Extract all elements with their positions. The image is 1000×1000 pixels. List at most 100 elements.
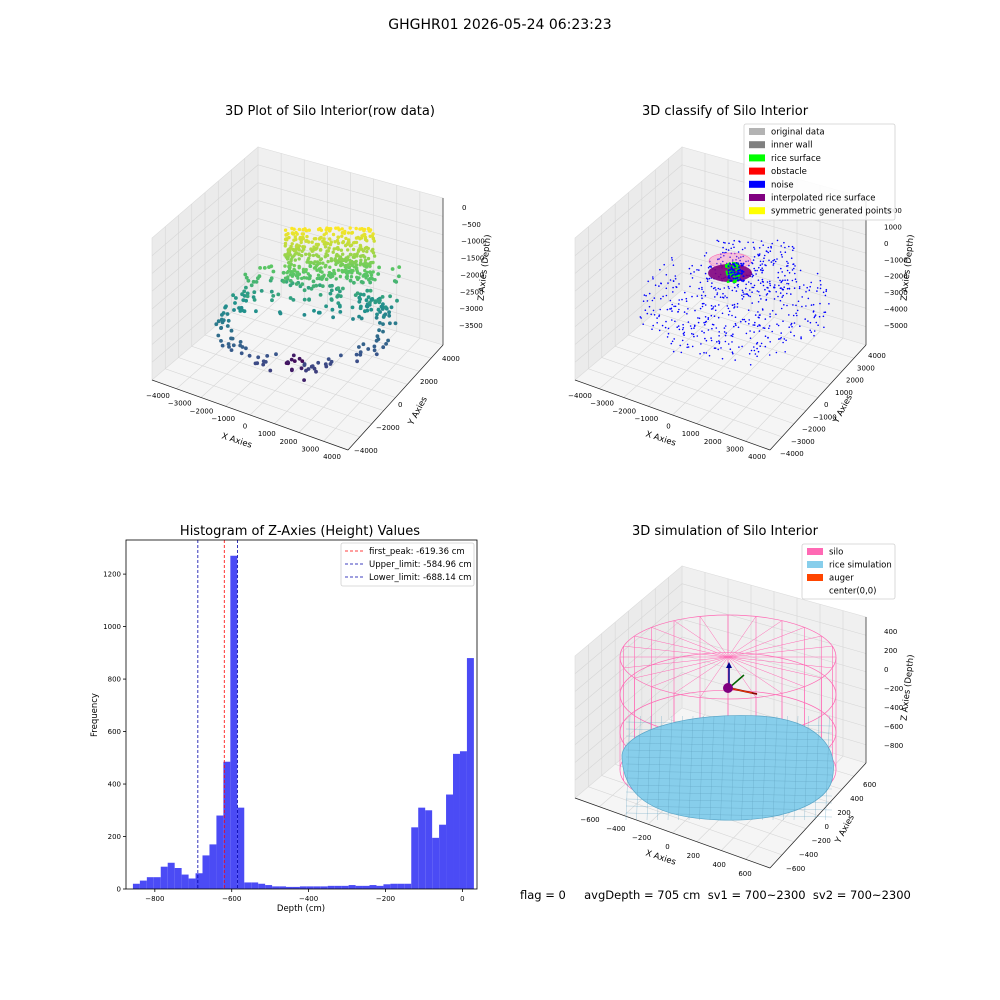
raw-point bbox=[256, 355, 261, 360]
raw-point bbox=[242, 294, 247, 298]
noise-point bbox=[798, 286, 801, 288]
noise-point bbox=[722, 246, 724, 249]
noise-point bbox=[739, 268, 741, 271]
raw-point bbox=[340, 227, 344, 231]
noise-point bbox=[696, 295, 699, 297]
raw-point bbox=[356, 249, 361, 253]
noise-point bbox=[708, 354, 711, 357]
noise-point bbox=[793, 322, 796, 324]
noise-point bbox=[759, 282, 762, 285]
raw-point bbox=[334, 254, 339, 258]
raw-point bbox=[331, 232, 336, 237]
legend-box bbox=[340, 542, 475, 587]
noise-point bbox=[728, 287, 730, 290]
raw-point bbox=[283, 276, 288, 280]
histogram-bar bbox=[362, 885, 370, 889]
raw-point bbox=[232, 308, 236, 312]
histogram-bar bbox=[355, 885, 363, 889]
noise-point bbox=[708, 277, 711, 280]
noise-point bbox=[783, 241, 785, 244]
rice-point bbox=[735, 269, 738, 272]
noise-point bbox=[753, 284, 756, 287]
noise-point bbox=[703, 351, 705, 354]
noise-point bbox=[678, 299, 680, 301]
raw-z-tick: −1500 bbox=[461, 255, 485, 263]
noise-point bbox=[766, 281, 769, 283]
raw-point bbox=[290, 274, 295, 278]
noise-point bbox=[671, 257, 673, 259]
silo-spoke bbox=[727, 635, 822, 658]
noise-point bbox=[753, 349, 756, 352]
grid-line bbox=[574, 271, 867, 363]
raw-point bbox=[338, 294, 343, 299]
raw-point bbox=[326, 357, 331, 361]
noise-point bbox=[750, 349, 753, 352]
noise-point bbox=[707, 318, 709, 321]
noise-point bbox=[699, 307, 702, 310]
noise-point bbox=[691, 345, 694, 348]
raw-point bbox=[274, 352, 278, 357]
raw-point bbox=[305, 234, 309, 239]
noise-point bbox=[701, 330, 703, 333]
noise-point bbox=[735, 273, 738, 276]
raw-point bbox=[372, 348, 377, 353]
noise-point bbox=[784, 251, 787, 253]
noise-point bbox=[780, 253, 783, 256]
raw-point bbox=[269, 289, 274, 294]
raw-point bbox=[371, 236, 376, 241]
noise-point bbox=[663, 263, 665, 266]
noise-point bbox=[716, 292, 719, 294]
noise-point bbox=[705, 252, 708, 254]
classify-x-tick: −4000 bbox=[568, 392, 592, 400]
rice-mesh bbox=[646, 715, 652, 821]
noise-point bbox=[682, 332, 685, 335]
grid-line bbox=[628, 192, 819, 398]
raw-point bbox=[312, 308, 316, 313]
noise-point bbox=[714, 305, 717, 307]
raw-point bbox=[299, 366, 304, 371]
noise-point bbox=[754, 353, 757, 355]
raw-point bbox=[333, 257, 337, 261]
noise-point bbox=[780, 245, 782, 247]
raw-point bbox=[348, 226, 352, 230]
raw-point bbox=[286, 255, 290, 259]
noise-point bbox=[704, 321, 707, 324]
histogram-bar bbox=[174, 868, 182, 889]
raw-point bbox=[371, 270, 375, 274]
raw-point bbox=[346, 231, 351, 235]
noise-point bbox=[753, 331, 755, 333]
noise-point bbox=[693, 271, 695, 273]
noise-point bbox=[763, 257, 765, 260]
noise-point bbox=[791, 279, 794, 282]
noise-point bbox=[710, 304, 713, 307]
simulation-z-tick: 200 bbox=[884, 647, 897, 655]
raw-point bbox=[357, 314, 361, 319]
raw-point bbox=[375, 312, 379, 317]
raw-point bbox=[297, 227, 302, 232]
raw-point bbox=[324, 263, 328, 268]
raw-point bbox=[318, 248, 323, 252]
figure-title: GHGHR01 2026-05-24 06:23:23 bbox=[388, 17, 612, 33]
raw-point bbox=[381, 345, 386, 350]
noise-point bbox=[656, 317, 658, 319]
raw-point bbox=[397, 265, 402, 269]
noise-point bbox=[740, 279, 743, 282]
noise-point bbox=[768, 325, 771, 327]
noise-point bbox=[699, 353, 701, 355]
noise-point bbox=[735, 259, 737, 261]
noise-point bbox=[815, 321, 818, 324]
classify-plot-title: 3D classify of Silo Interior bbox=[641, 104, 809, 119]
grid-line bbox=[588, 644, 783, 856]
noise-point bbox=[712, 287, 715, 290]
noise-point bbox=[769, 315, 771, 318]
histogram-bar bbox=[139, 880, 147, 889]
rice-mesh bbox=[625, 791, 833, 797]
noise-point bbox=[704, 294, 707, 297]
raw-point bbox=[318, 261, 322, 265]
raw-point bbox=[323, 245, 328, 249]
grid-line bbox=[151, 218, 444, 310]
noise-point bbox=[742, 255, 744, 258]
noise-point bbox=[666, 336, 669, 338]
raw-point bbox=[361, 342, 366, 347]
raw-point bbox=[352, 280, 356, 285]
